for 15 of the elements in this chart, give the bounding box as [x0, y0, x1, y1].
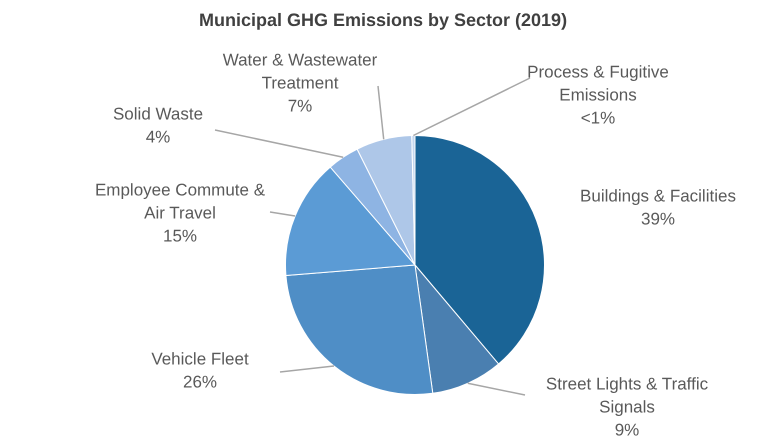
data-label: 4% — [146, 128, 170, 147]
data-label: 7% — [288, 96, 312, 116]
slice-label: Solid Waste — [112, 104, 204, 124]
data-label: 39% — [640, 210, 676, 229]
data-label: 9% — [614, 420, 640, 440]
slice-label: Street Lights & Traffic Signals — [546, 374, 709, 417]
slice-label: Employee Commute & Air Travel — [94, 180, 266, 223]
data-label: <1% — [580, 108, 616, 128]
data-label: 26% — [182, 372, 218, 392]
slice-label: Water & Wastewater Treatment — [222, 50, 378, 93]
data-label: 15% — [162, 226, 198, 246]
slice-label: Process & Fugitive Emissions — [527, 62, 669, 105]
chart-title: Municipal GHG Emissions by Sector (2019) — [198, 10, 568, 30]
slice-label: Buildings & Facilities — [580, 186, 736, 206]
slice-label: Vehicle Fleet — [151, 350, 249, 369]
